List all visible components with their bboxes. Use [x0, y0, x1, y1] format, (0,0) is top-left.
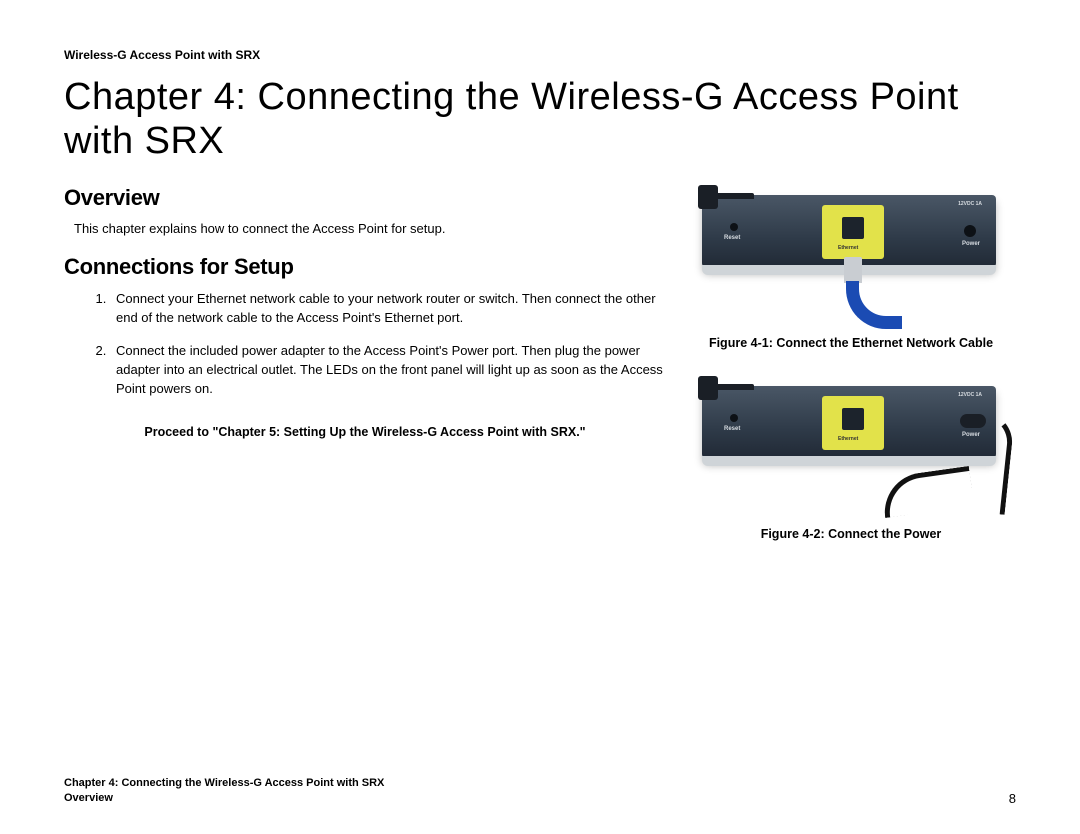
ethernet-plug-icon — [844, 257, 862, 283]
reset-label: Reset — [724, 235, 740, 241]
footer-left: Chapter 4: Connecting the Wireless-G Acc… — [64, 776, 384, 806]
power-port-icon — [964, 225, 976, 237]
proceed-note: Proceed to "Chapter 5: Setting Up the Wi… — [64, 425, 666, 439]
reset-label: Reset — [724, 426, 740, 432]
step-2: Connect the included power adapter to th… — [110, 342, 666, 399]
vdc-label: 12VDC 1A — [958, 201, 982, 207]
figure-4-1: Reset Ethernet Power 12VDC 1A Figure 4-1… — [686, 185, 1016, 350]
device-ethernet-illustration: Reset Ethernet Power 12VDC 1A — [696, 185, 1006, 330]
ethernet-label: Ethernet — [838, 436, 858, 442]
power-label: Power — [962, 241, 980, 247]
footer-chapter: Chapter 4: Connecting the Wireless-G Acc… — [64, 776, 384, 791]
reset-button-icon — [730, 223, 738, 231]
device-top-cap — [714, 384, 754, 390]
overview-heading: Overview — [64, 185, 666, 211]
figure-4-2: Reset Ethernet Power 12VDC 1A Figure 4-2… — [686, 376, 1016, 541]
antenna-connector-icon — [698, 376, 718, 400]
page: Wireless-G Access Point with SRX Chapter… — [0, 0, 1080, 834]
ethernet-port-icon — [842, 217, 864, 239]
running-header: Wireless-G Access Point with SRX — [64, 48, 1016, 62]
vdc-label: 12VDC 1A — [958, 392, 982, 398]
footer-section: Overview — [64, 791, 384, 806]
power-cable-bend-icon — [880, 466, 975, 518]
chapter-title: Chapter 4: Connecting the Wireless-G Acc… — [64, 76, 1016, 163]
ethernet-cable-icon — [846, 281, 902, 329]
step-1: Connect your Ethernet network cable to y… — [110, 290, 666, 328]
device-power-illustration: Reset Ethernet Power 12VDC 1A — [696, 376, 1006, 521]
figure-4-2-caption: Figure 4-2: Connect the Power — [686, 527, 1016, 541]
main-content: Overview This chapter explains how to co… — [64, 185, 666, 567]
connections-heading: Connections for Setup — [64, 254, 666, 280]
content-columns: Overview This chapter explains how to co… — [64, 185, 1016, 567]
ethernet-label: Ethernet — [838, 245, 858, 251]
figures-column: Reset Ethernet Power 12VDC 1A Figure 4-1… — [686, 185, 1016, 567]
device-top-cap — [714, 193, 754, 199]
page-number: 8 — [1009, 791, 1016, 806]
setup-steps: Connect your Ethernet network cable to y… — [110, 290, 666, 398]
reset-button-icon — [730, 414, 738, 422]
figure-4-1-caption: Figure 4-1: Connect the Ethernet Network… — [686, 336, 1016, 350]
overview-text: This chapter explains how to connect the… — [74, 221, 666, 236]
antenna-connector-icon — [698, 185, 718, 209]
page-footer: Chapter 4: Connecting the Wireless-G Acc… — [64, 776, 1016, 806]
ethernet-port-icon — [842, 408, 864, 430]
